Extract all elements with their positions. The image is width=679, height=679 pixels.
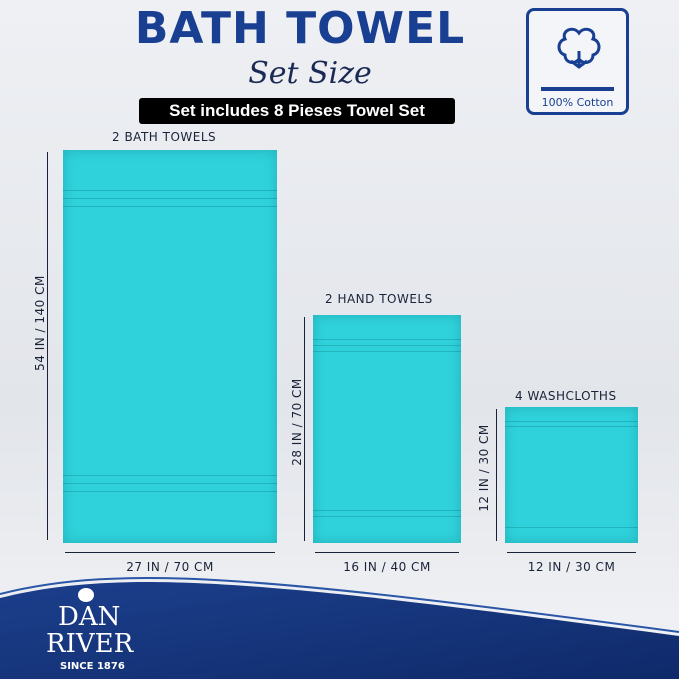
set-banner: Set includes 8 Pieses Towel Set	[139, 98, 455, 124]
wash-height-label: 12 IN / 30 CM	[477, 424, 491, 512]
brand-name-line1: DAN	[58, 602, 121, 632]
hand-width-arrow	[315, 552, 459, 553]
cotton-badge: 100% Cotton	[526, 8, 629, 115]
bottom-wave	[0, 577, 679, 679]
hand-width-label: 16 IN / 40 CM	[343, 560, 431, 574]
bath-towel-image	[63, 150, 277, 543]
hand-towel-image	[313, 315, 461, 543]
cotton-flower-icon	[557, 27, 601, 69]
brand-since: SINCE 1876	[60, 661, 125, 672]
divider	[541, 87, 614, 91]
wash-height-arrow	[496, 409, 497, 541]
bath-width-arrow	[65, 552, 275, 553]
bath-towel-label: 2 BATH TOWELS	[112, 130, 217, 144]
wash-width-arrow	[507, 552, 636, 553]
bath-width-label: 27 IN / 70 CM	[126, 560, 214, 574]
washcloth-label: 4 WASHCLOTHS	[515, 389, 617, 403]
bath-height-arrow	[47, 152, 48, 540]
hand-height-arrow	[304, 317, 305, 541]
bath-height-label: 54 IN / 140 CM	[33, 275, 47, 371]
hand-height-label: 28 IN / 70 CM	[290, 378, 304, 466]
washcloth-image	[505, 407, 638, 543]
subtitle-script: Set Size	[248, 56, 372, 91]
hand-towel-label: 2 HAND TOWELS	[325, 292, 433, 306]
badge-text: 100% Cotton	[541, 96, 614, 109]
brand-logo-emblem	[78, 588, 94, 602]
title: BATH TOWEL	[134, 3, 466, 54]
wash-width-label: 12 IN / 30 CM	[527, 560, 616, 574]
brand-name-line2: RIVER	[46, 629, 134, 659]
